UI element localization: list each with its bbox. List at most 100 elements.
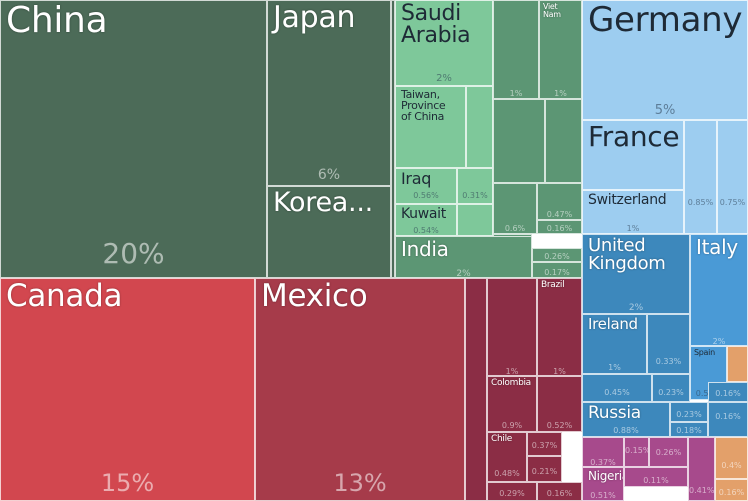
tile-viet-nam[interactable]: Viet Nam 1% [539,0,582,99]
tile-percentage: 2% [436,73,452,84]
tile-label: Germany [588,0,743,40]
tile-unnamed[interactable]: 0.26% [532,248,582,262]
tile-unnamed[interactable]: 0.17% [532,262,582,278]
tile-unnamed[interactable]: 0.33% [647,314,690,374]
tile-label: Saudi Arabia [401,1,471,49]
tile-unnamed[interactable]: 0.37% [527,432,562,456]
tile-unnamed[interactable]: 0.26% [649,437,688,467]
tile-unnamed[interactable]: 1% [493,0,539,99]
tile-label: Iraq [401,169,432,188]
tile-italy[interactable]: Italy 2% [690,234,748,346]
tile-mexico[interactable]: Mexico 13% [255,278,465,501]
tile-unnamed[interactable]: 0.41% [688,437,715,501]
tile-label: United Kingdom [588,235,666,275]
tile-korea[interactable]: Korea...3% [267,186,391,278]
tile-label: Kuwait [401,206,446,222]
tile-colombia[interactable]: Colombia 0.9% [487,376,537,432]
tile-percentage: 1% [608,363,621,372]
filler-tile [727,346,748,382]
tile-unnamed[interactable]: 0.45% [582,374,652,402]
tile-chile[interactable]: Chile 0.48% [487,432,527,482]
tile-percentage: 0.26% [655,448,682,457]
filler-tile [465,278,487,501]
tile-unnamed[interactable]: 0.16% [708,382,748,402]
tile-unnamed[interactable]: 0.88% [545,99,582,183]
tile-saudi-arabia[interactable]: Saudi Arabia 2% [395,0,493,86]
tile-label: Nigeria [588,469,623,483]
tile-unnamed[interactable]: 0.52% [537,376,582,432]
tile-percentage: 0.85% [687,198,714,207]
tile-percentage: 0.29% [499,489,525,498]
tile-nigeria[interactable]: Nigeria 0.51% [582,467,624,501]
tile-percentage: 0.17% [544,268,570,277]
tile-unnamed[interactable]: 0.85% [684,120,717,234]
tile-label: Colombia [491,378,531,388]
tile-unnamed[interactable]: 0.75% [717,120,748,234]
tile-percentage: 0.9% [501,421,523,430]
tile-brazil[interactable]: Brazil 1% [537,278,582,376]
tile-percentage: 0.11% [643,476,669,485]
tile-percentage: 2% [712,337,726,346]
tile-unnamed[interactable]: 0.47% [537,183,582,220]
filler-tile [457,204,493,236]
tile-unnamed[interactable]: 0.29% [487,482,537,501]
tile-percentage: 2% [456,269,471,278]
tile-percentage: 0.88% [613,426,639,435]
tile-japan[interactable]: Japan 6% [267,0,391,186]
tile-percentage: 0.4% [721,461,742,470]
tile-label: Ireland [588,315,638,333]
tile-percentage: 1% [509,89,523,98]
tile-unnamed[interactable]: 0.58% [466,86,493,168]
tile-percentage: 13% [333,469,387,497]
tile-unnamed[interactable]: 0.23% [652,374,690,402]
tile-unnamed[interactable]: 0.16% [537,482,582,501]
tile-label: France [588,120,680,153]
tile-unnamed[interactable]: 0.15% [624,437,649,467]
tile-label: Taiwan, Province of China [401,88,446,124]
tile-unnamed[interactable]: 0.23% [670,402,708,422]
tile-china[interactable]: China 20% [0,0,267,278]
tile-unnamed[interactable]: 1% [493,99,545,183]
tile-iraq[interactable]: Iraq 0.56% [395,168,457,204]
tile-unnamed[interactable]: 0.16% [715,479,748,501]
tile-percentage: 0.52% [546,421,573,430]
tile-label: Italy [696,235,738,259]
tile-percentage: 0.37% [531,441,558,450]
tile-percentage: 0.15% [625,446,649,455]
tile-france[interactable]: France2% [582,120,684,190]
tile-percentage: 5% [654,103,676,118]
tile-percentage: 0.18% [676,426,702,435]
tile-percentage: 1% [626,224,640,233]
tile-label: China [6,0,108,41]
tile-label: Viet Nam [543,2,561,20]
tile-percentage: 0.23% [658,388,684,397]
tile-russia[interactable]: Russia 0.88% [582,402,670,437]
tile-unnamed[interactable]: 1% [487,278,537,376]
tile-canada[interactable]: Canada 15% [0,278,255,501]
tile-label: Russia [588,403,641,423]
tile-percentage: 0.26% [544,252,570,261]
tile-united-kingdom[interactable]: United Kingdom 2% [582,234,690,314]
tile-india[interactable]: India 2% [395,236,532,278]
tile-germany[interactable]: Germany 5% [582,0,748,120]
tile-switzerland[interactable]: Switzerland 1% [582,190,684,234]
tile-percentage: 0.47% [546,210,573,219]
tile-unnamed[interactable]: 0.4% [715,437,748,479]
tile-kuwait[interactable]: Kuwait 0.54% [395,204,457,236]
tile-unnamed[interactable]: 0.16% [708,402,748,437]
tile-ireland[interactable]: Ireland 1% [582,314,647,374]
tile-label: Korea... [273,187,373,218]
tile-unnamed[interactable]: 0.11% [624,467,688,487]
tile-percentage: 0.75% [719,198,746,207]
tile-unnamed[interactable]: 0.18% [670,422,708,437]
tile-label: Brazil [541,280,565,290]
tile-unnamed[interactable]: 0.31% [457,168,493,204]
tile-percentage: 0.16% [715,412,741,421]
tile-unnamed[interactable]: 0.37% [582,437,624,467]
tile-label: Japan [273,0,356,35]
tile-unnamed[interactable]: 0.6% [493,183,537,234]
tile-percentage: 20% [102,237,165,270]
tile-unnamed[interactable]: 0.21% [527,456,562,482]
tile-unnamed[interactable]: 0.16% [537,220,582,234]
